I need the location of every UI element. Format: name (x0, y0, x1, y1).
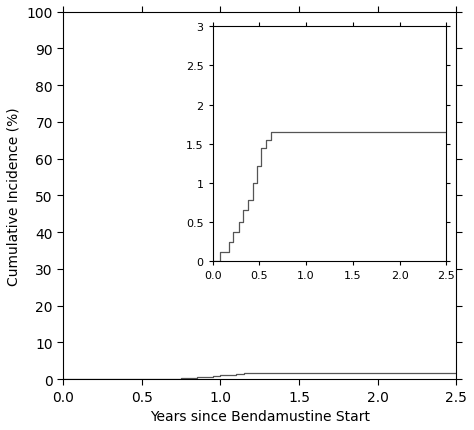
X-axis label: Years since Bendamustine Start: Years since Bendamustine Start (150, 409, 370, 423)
Y-axis label: Cumulative Incidence (%): Cumulative Incidence (%) (7, 107, 21, 285)
